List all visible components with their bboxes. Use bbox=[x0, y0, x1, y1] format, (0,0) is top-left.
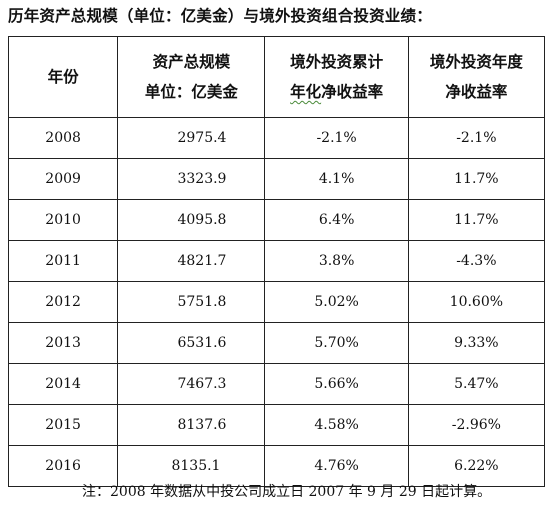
cell-cumulative-return: 6.4% bbox=[264, 199, 409, 241]
cell-year: 2012 bbox=[7, 281, 119, 323]
header-annual-line1: 境外投资年度 bbox=[429, 53, 523, 71]
header-year-label: 年份 bbox=[47, 68, 79, 86]
cell-year: 2014 bbox=[7, 363, 119, 405]
cell-annual-return: 11.7% bbox=[407, 199, 546, 241]
header-cumulative-line2: 年化净收益率 bbox=[265, 77, 407, 107]
cell-year: 2009 bbox=[7, 158, 119, 200]
header-annual-line2: 净收益率 bbox=[445, 83, 508, 101]
cell-year: 2013 bbox=[7, 322, 119, 364]
cell-assets: 4095.8 bbox=[117, 199, 266, 241]
header-assets-line1: 资产总规模 bbox=[152, 53, 231, 71]
table-row: 2014 7467.3 5.66% 5.47% bbox=[7, 363, 546, 405]
table-row: 2015 8137.6 4.58% -2.96% bbox=[7, 404, 546, 446]
table-row: 2008 2975.4 -2.1% -2.1% bbox=[7, 117, 546, 159]
header-assets-line2: 单位：亿美金 bbox=[144, 83, 238, 101]
cell-cumulative-return: 3.8% bbox=[264, 240, 409, 282]
cell-year: 2016 bbox=[7, 445, 119, 487]
cell-year: 2010 bbox=[7, 199, 119, 241]
header-year: 年份 bbox=[7, 36, 119, 118]
cell-year: 2015 bbox=[7, 404, 119, 446]
cell-annual-return: 5.47% bbox=[407, 363, 546, 405]
header-assets: 资产总规模 单位：亿美金 bbox=[117, 36, 266, 118]
cell-cumulative-return: 4.58% bbox=[264, 404, 409, 446]
header-annual-return: 境外投资年度 净收益率 bbox=[407, 36, 546, 118]
cell-assets: 3323.9 bbox=[117, 158, 266, 200]
header-cumulative-line2-part1: 年化 bbox=[290, 83, 322, 101]
header-cumulative-return: 境外投资累计 年化净收益率 bbox=[264, 36, 409, 118]
cell-annual-return: 10.60% bbox=[407, 281, 546, 323]
cell-assets: 7467.3 bbox=[117, 363, 266, 405]
table-row: 2011 4821.7 3.8% -4.3% bbox=[7, 240, 546, 282]
table-row: 2016 8135.1 4.76% 6.22% bbox=[7, 445, 546, 487]
cell-assets: 4821.7 bbox=[117, 240, 266, 282]
cell-annual-return: 6.22% bbox=[407, 445, 546, 487]
table-row: 2013 6531.6 5.70% 9.33% bbox=[7, 322, 546, 364]
cell-annual-return: 11.7% bbox=[407, 158, 546, 200]
cell-cumulative-return: 5.66% bbox=[264, 363, 409, 405]
cell-assets: 5751.8 bbox=[117, 281, 266, 323]
cell-annual-return: -2.96% bbox=[407, 404, 546, 446]
cell-assets: 2975.4 bbox=[117, 117, 266, 159]
cell-annual-return: -4.3% bbox=[407, 240, 546, 282]
cell-year: 2011 bbox=[7, 240, 119, 282]
table-row: 2012 5751.8 5.02% 10.60% bbox=[7, 281, 546, 323]
cell-annual-return: -2.1% bbox=[407, 117, 546, 159]
cell-assets: 6531.6 bbox=[117, 322, 266, 364]
performance-table: 年份 资产总规模 单位：亿美金 境外投资累计 年化净收益率 境外投资年度 净收益… bbox=[7, 36, 546, 487]
footnote: 注：2008 年数据从中投公司成立日 2007 年 9 月 29 日起计算。 bbox=[82, 484, 492, 500]
cell-cumulative-return: 5.02% bbox=[264, 281, 409, 323]
cell-cumulative-return: 5.70% bbox=[264, 322, 409, 364]
cell-year: 2008 bbox=[7, 117, 119, 159]
header-cumulative-line2-part2: 净收益率 bbox=[321, 83, 384, 101]
table-header-row: 年份 资产总规模 单位：亿美金 境外投资累计 年化净收益率 境外投资年度 净收益… bbox=[7, 36, 546, 118]
cell-cumulative-return: -2.1% bbox=[264, 117, 409, 159]
table-body: 2008 2975.4 -2.1% -2.1% 2009 3323.9 4.1% 11.7% 2… bbox=[7, 117, 546, 487]
cell-annual-return: 9.33% bbox=[407, 322, 546, 364]
table-row: 2009 3323.9 4.1% 11.7% bbox=[7, 158, 546, 200]
table-row: 2010 4095.8 6.4% 11.7% bbox=[7, 199, 546, 241]
cell-cumulative-return: 4.1% bbox=[264, 158, 409, 200]
cell-assets: 8135.1 bbox=[117, 445, 266, 487]
header-cumulative-line1: 境外投资累计 bbox=[290, 53, 384, 71]
page-title: 历年资产总规模（单位：亿美金）与境外投资组合投资业绩： bbox=[8, 7, 432, 25]
cell-assets: 8137.6 bbox=[117, 404, 266, 446]
